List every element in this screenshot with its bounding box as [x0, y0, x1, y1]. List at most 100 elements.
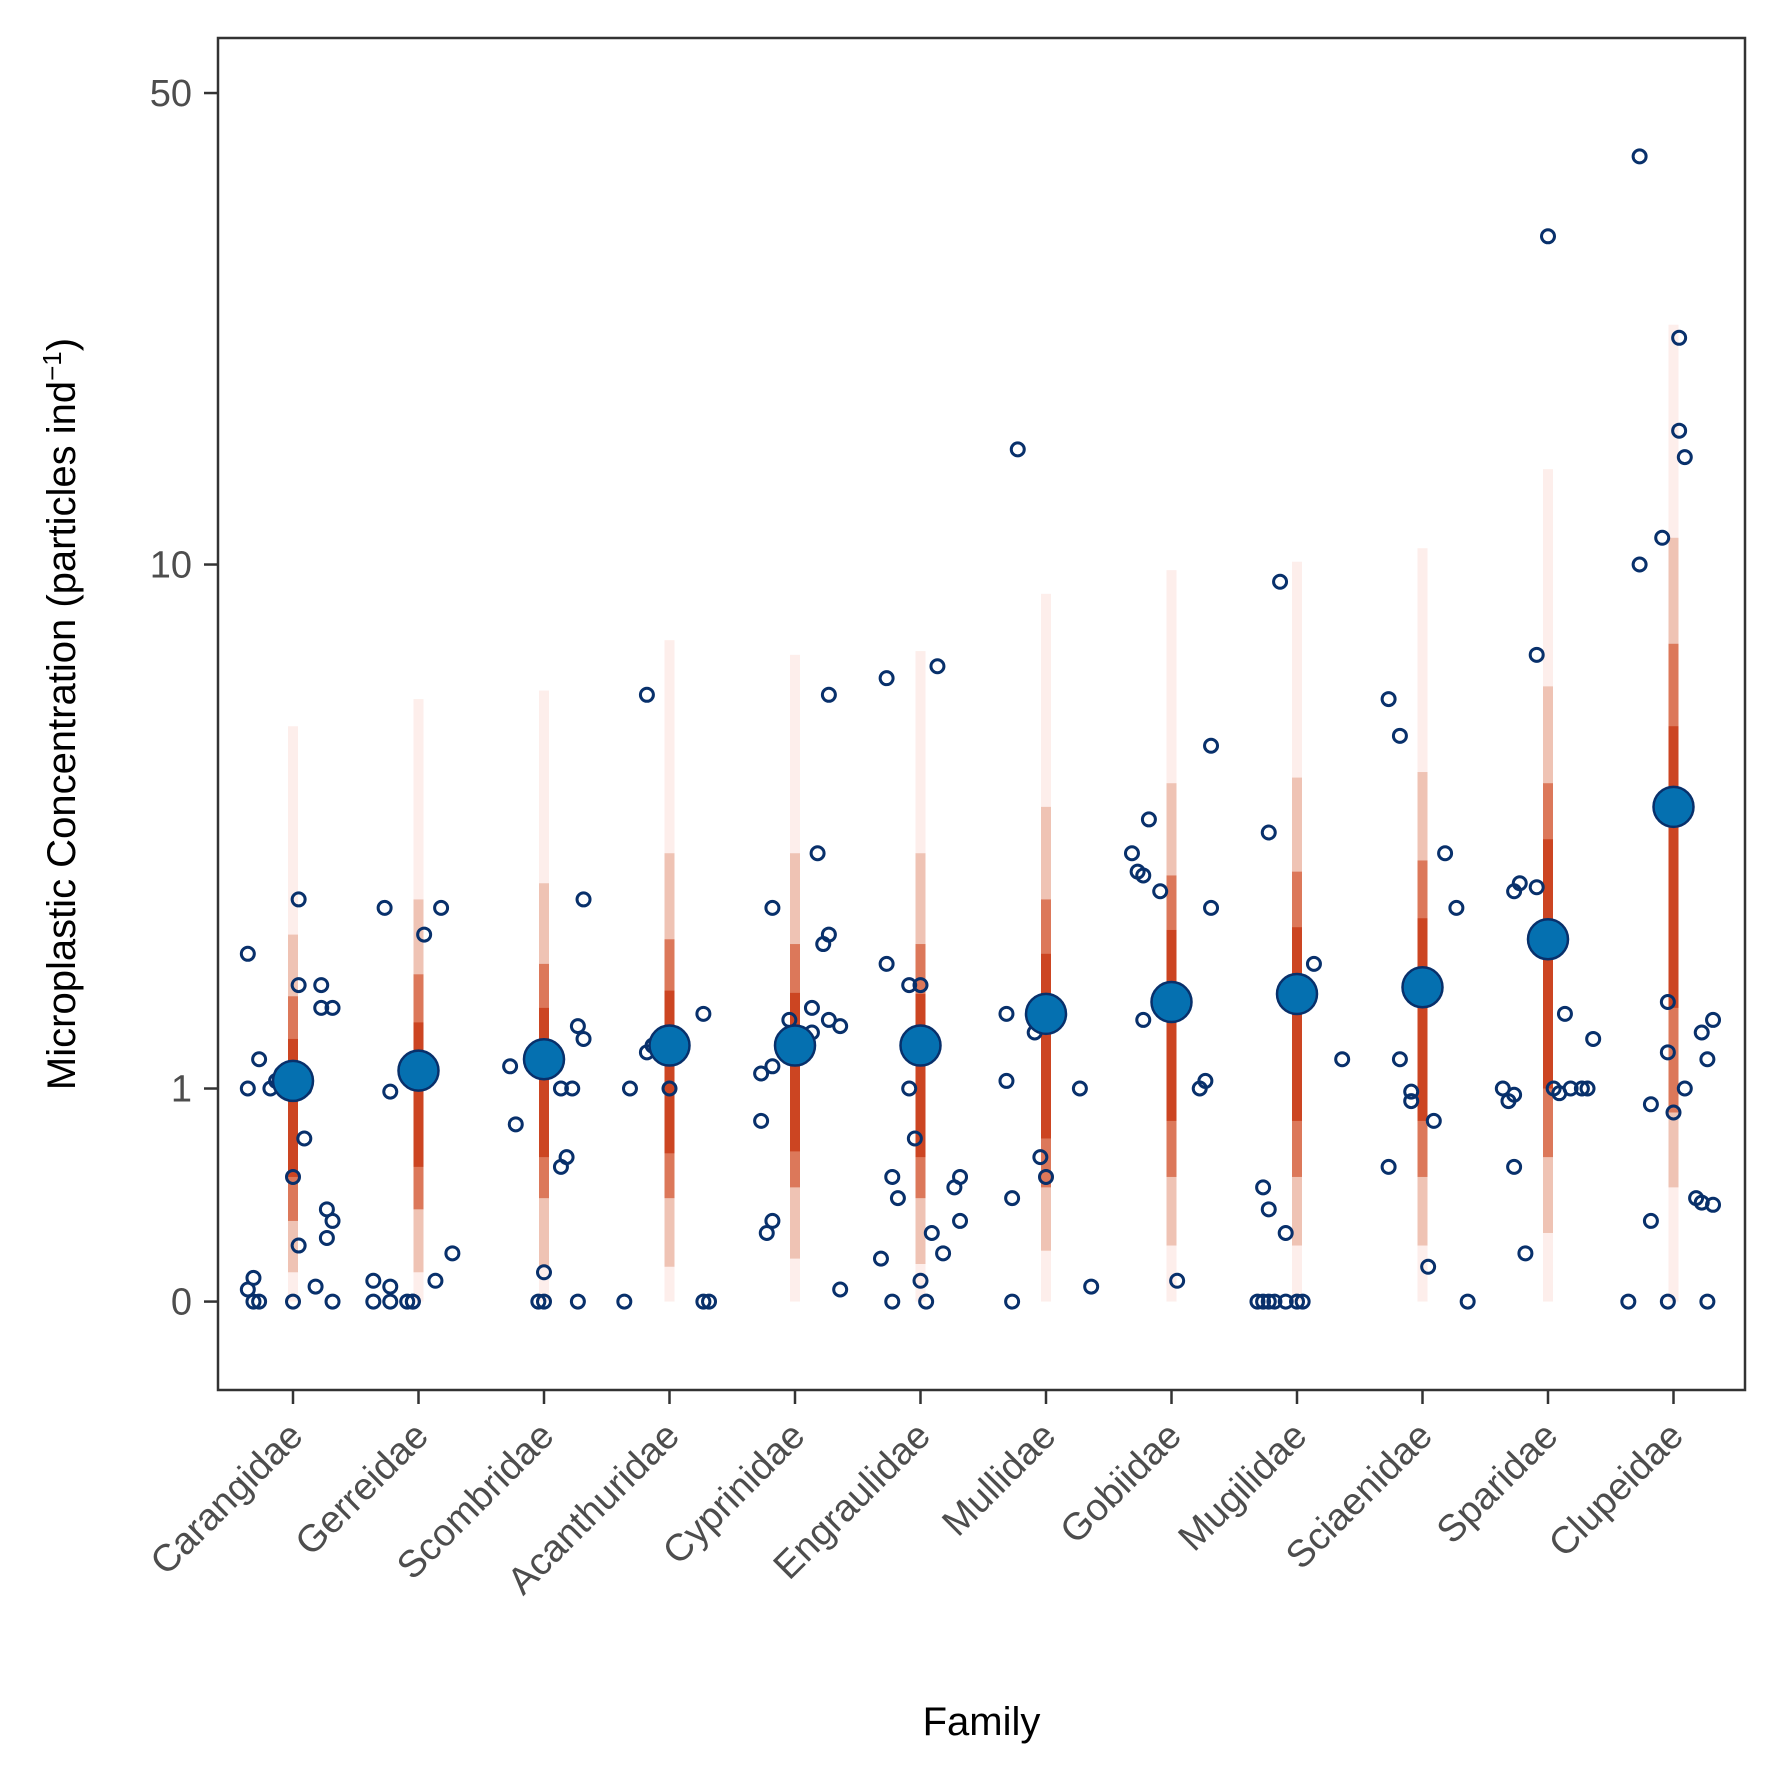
raw-point	[1705, 1011, 1722, 1028]
raw-point	[290, 1237, 307, 1254]
raw-point	[1009, 441, 1026, 458]
interval-50-scombridae	[539, 1007, 549, 1158]
raw-point	[324, 1293, 341, 1310]
raw-point	[1305, 955, 1322, 972]
raw-point	[575, 891, 592, 908]
raw-point	[1266, 1293, 1283, 1310]
raw-point	[1249, 1293, 1266, 1310]
raw-point	[1528, 879, 1545, 896]
raw-point	[820, 926, 837, 943]
raw-point	[1004, 1293, 1021, 1310]
raw-point	[365, 1272, 382, 1289]
raw-point	[935, 1245, 952, 1262]
raw-point	[1448, 899, 1465, 916]
raw-point	[616, 1293, 633, 1310]
raw-point	[923, 1224, 940, 1241]
raw-point	[695, 1293, 712, 1310]
x-tick-label: Clupeidae	[1541, 1415, 1692, 1566]
raw-point	[803, 999, 820, 1016]
raw-point	[820, 686, 837, 703]
raw-point	[285, 1293, 301, 1310]
raw-point	[1654, 529, 1671, 546]
y-axis: 0 1 10 50	[150, 73, 218, 1324]
raw-point	[1671, 422, 1688, 439]
raw-point	[1659, 1044, 1676, 1061]
raw-point	[1135, 867, 1152, 884]
raw-point	[1123, 845, 1140, 862]
estimate-point-engraulidae	[899, 1024, 942, 1067]
raw-point	[884, 1168, 901, 1185]
raw-point	[912, 1272, 929, 1289]
raw-point	[313, 977, 330, 994]
raw-point	[621, 1080, 638, 1097]
raw-point	[285, 1168, 301, 1185]
raw-point	[1506, 1158, 1523, 1175]
y-tick-label: 0	[171, 1282, 192, 1324]
raw-point	[290, 891, 307, 908]
raw-point	[1540, 228, 1556, 245]
raw-point	[1071, 1080, 1088, 1097]
raw-point	[251, 1293, 268, 1310]
raw-point	[889, 1190, 906, 1207]
raw-point	[239, 1080, 256, 1097]
raw-point	[296, 1130, 313, 1147]
raw-point	[399, 1293, 416, 1310]
raw-point	[878, 670, 895, 687]
raw-point	[1004, 1190, 1021, 1207]
raw-point	[558, 1149, 575, 1166]
raw-point	[1380, 691, 1397, 708]
raw-point	[638, 686, 655, 703]
raw-point	[416, 926, 433, 943]
raw-point	[878, 955, 895, 972]
raw-point	[536, 1264, 552, 1281]
raw-point	[1556, 1005, 1573, 1022]
interval-50-carangidae	[288, 1038, 298, 1177]
raw-point	[1676, 1080, 1693, 1097]
raw-point	[901, 1080, 918, 1097]
y-axis-title: Microplastic Concentration (particles in…	[37, 338, 84, 1090]
raw-point	[404, 1293, 421, 1310]
raw-point	[1403, 1083, 1420, 1100]
raw-point	[952, 1212, 969, 1229]
raw-point	[764, 1212, 781, 1229]
interval-50-gobiidae	[1166, 929, 1177, 1121]
raw-point	[1425, 1112, 1442, 1129]
raw-point	[912, 977, 929, 994]
y-tick-label: 10	[150, 545, 192, 587]
raw-point	[1459, 1293, 1476, 1310]
raw-point	[1528, 646, 1545, 663]
raw-point	[832, 1281, 849, 1298]
raw-point	[365, 1293, 382, 1310]
raw-point	[832, 1018, 849, 1035]
raw-point	[1032, 1149, 1049, 1166]
raw-point	[536, 1293, 552, 1310]
raw-point	[1197, 1072, 1214, 1089]
raw-point	[382, 1293, 399, 1310]
raw-point	[661, 1080, 678, 1097]
raw-point	[1289, 1293, 1305, 1310]
raw-point	[1506, 1086, 1523, 1103]
raw-point	[324, 1212, 341, 1229]
estimate-point-carangidae	[271, 1059, 315, 1103]
raw-point	[764, 1058, 781, 1075]
raw-point	[1573, 1080, 1590, 1097]
interval-50-clupeidae	[1668, 726, 1679, 1008]
raw-point	[502, 1058, 519, 1075]
raw-point	[1152, 883, 1169, 900]
raw-point	[918, 1293, 935, 1310]
interval-50-acanthuridae	[664, 990, 675, 1154]
raw-point	[1391, 727, 1408, 744]
raw-point	[575, 1030, 592, 1047]
raw-point	[1585, 1030, 1602, 1047]
raw-point	[1272, 573, 1289, 590]
raw-point	[324, 999, 341, 1016]
interval-50-sciaenidae	[1417, 918, 1428, 1121]
raw-point	[1135, 1011, 1152, 1028]
raw-point	[1659, 1293, 1676, 1310]
raw-point	[1294, 1293, 1311, 1310]
estimate-point-cyprinidae	[773, 1024, 817, 1067]
raw-point	[1203, 899, 1220, 916]
raw-point	[872, 1250, 889, 1267]
raw-point	[1203, 737, 1220, 754]
estimate-point-scombridae	[522, 1037, 566, 1081]
